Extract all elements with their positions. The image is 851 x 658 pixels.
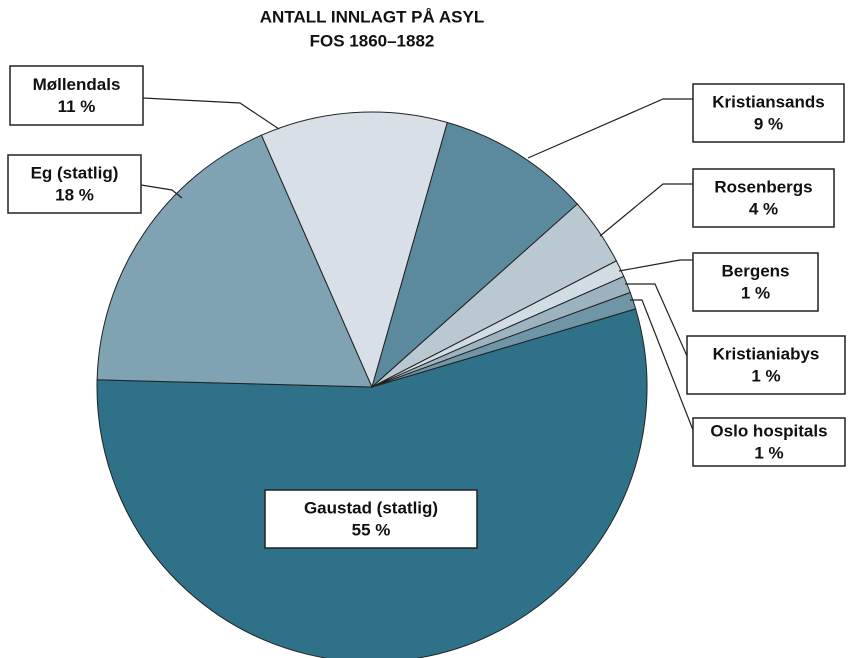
slice-label: Eg (statlig)	[31, 163, 119, 182]
label-box	[692, 83, 845, 143]
leader-line	[527, 98, 693, 159]
slice-label: Møllendals	[33, 75, 121, 94]
label-box	[692, 252, 819, 312]
pie-slice	[371, 121, 579, 389]
slice-value-label: 1 %	[751, 366, 780, 385]
slice-value-label: 4 %	[749, 199, 778, 218]
slice-value-label: 1 %	[741, 283, 770, 302]
leader-line	[618, 259, 693, 272]
slice-label: Gaustad (statlig)	[304, 498, 438, 517]
leader-line	[625, 283, 688, 357]
slice-value-label: 11 %	[58, 97, 96, 116]
label-box	[686, 335, 846, 395]
label-box	[692, 168, 835, 228]
slice-value-label: 18 %	[55, 185, 94, 204]
leader-line	[142, 97, 280, 130]
leader-line	[599, 183, 693, 237]
label-box	[692, 417, 846, 467]
label-box	[7, 154, 142, 214]
pie-slice	[260, 111, 448, 389]
chart-subtitle: FOS 1860–1882	[310, 31, 435, 50]
leader-line	[630, 299, 694, 431]
chart-title: ANTALL INNLAGT PÅ ASYL	[260, 7, 484, 26]
slice-value-label: 1 %	[754, 443, 783, 462]
pie-slice	[96, 134, 373, 388]
slice-label: Rosenbergs	[714, 177, 812, 196]
slice-label: Kristiansands	[712, 92, 824, 111]
slice-value-label: 55 %	[352, 520, 391, 539]
slice-label: Oslo hospitals	[710, 421, 827, 440]
slice-label: Kristianiabys	[713, 344, 820, 363]
pie-slice	[371, 291, 637, 388]
pie-slice	[96, 308, 648, 658]
label-box	[9, 65, 144, 126]
slice-label: Bergens	[721, 261, 789, 280]
label-box	[264, 489, 478, 549]
slice-value-label: 9 %	[754, 114, 783, 133]
leader-line	[140, 184, 183, 199]
